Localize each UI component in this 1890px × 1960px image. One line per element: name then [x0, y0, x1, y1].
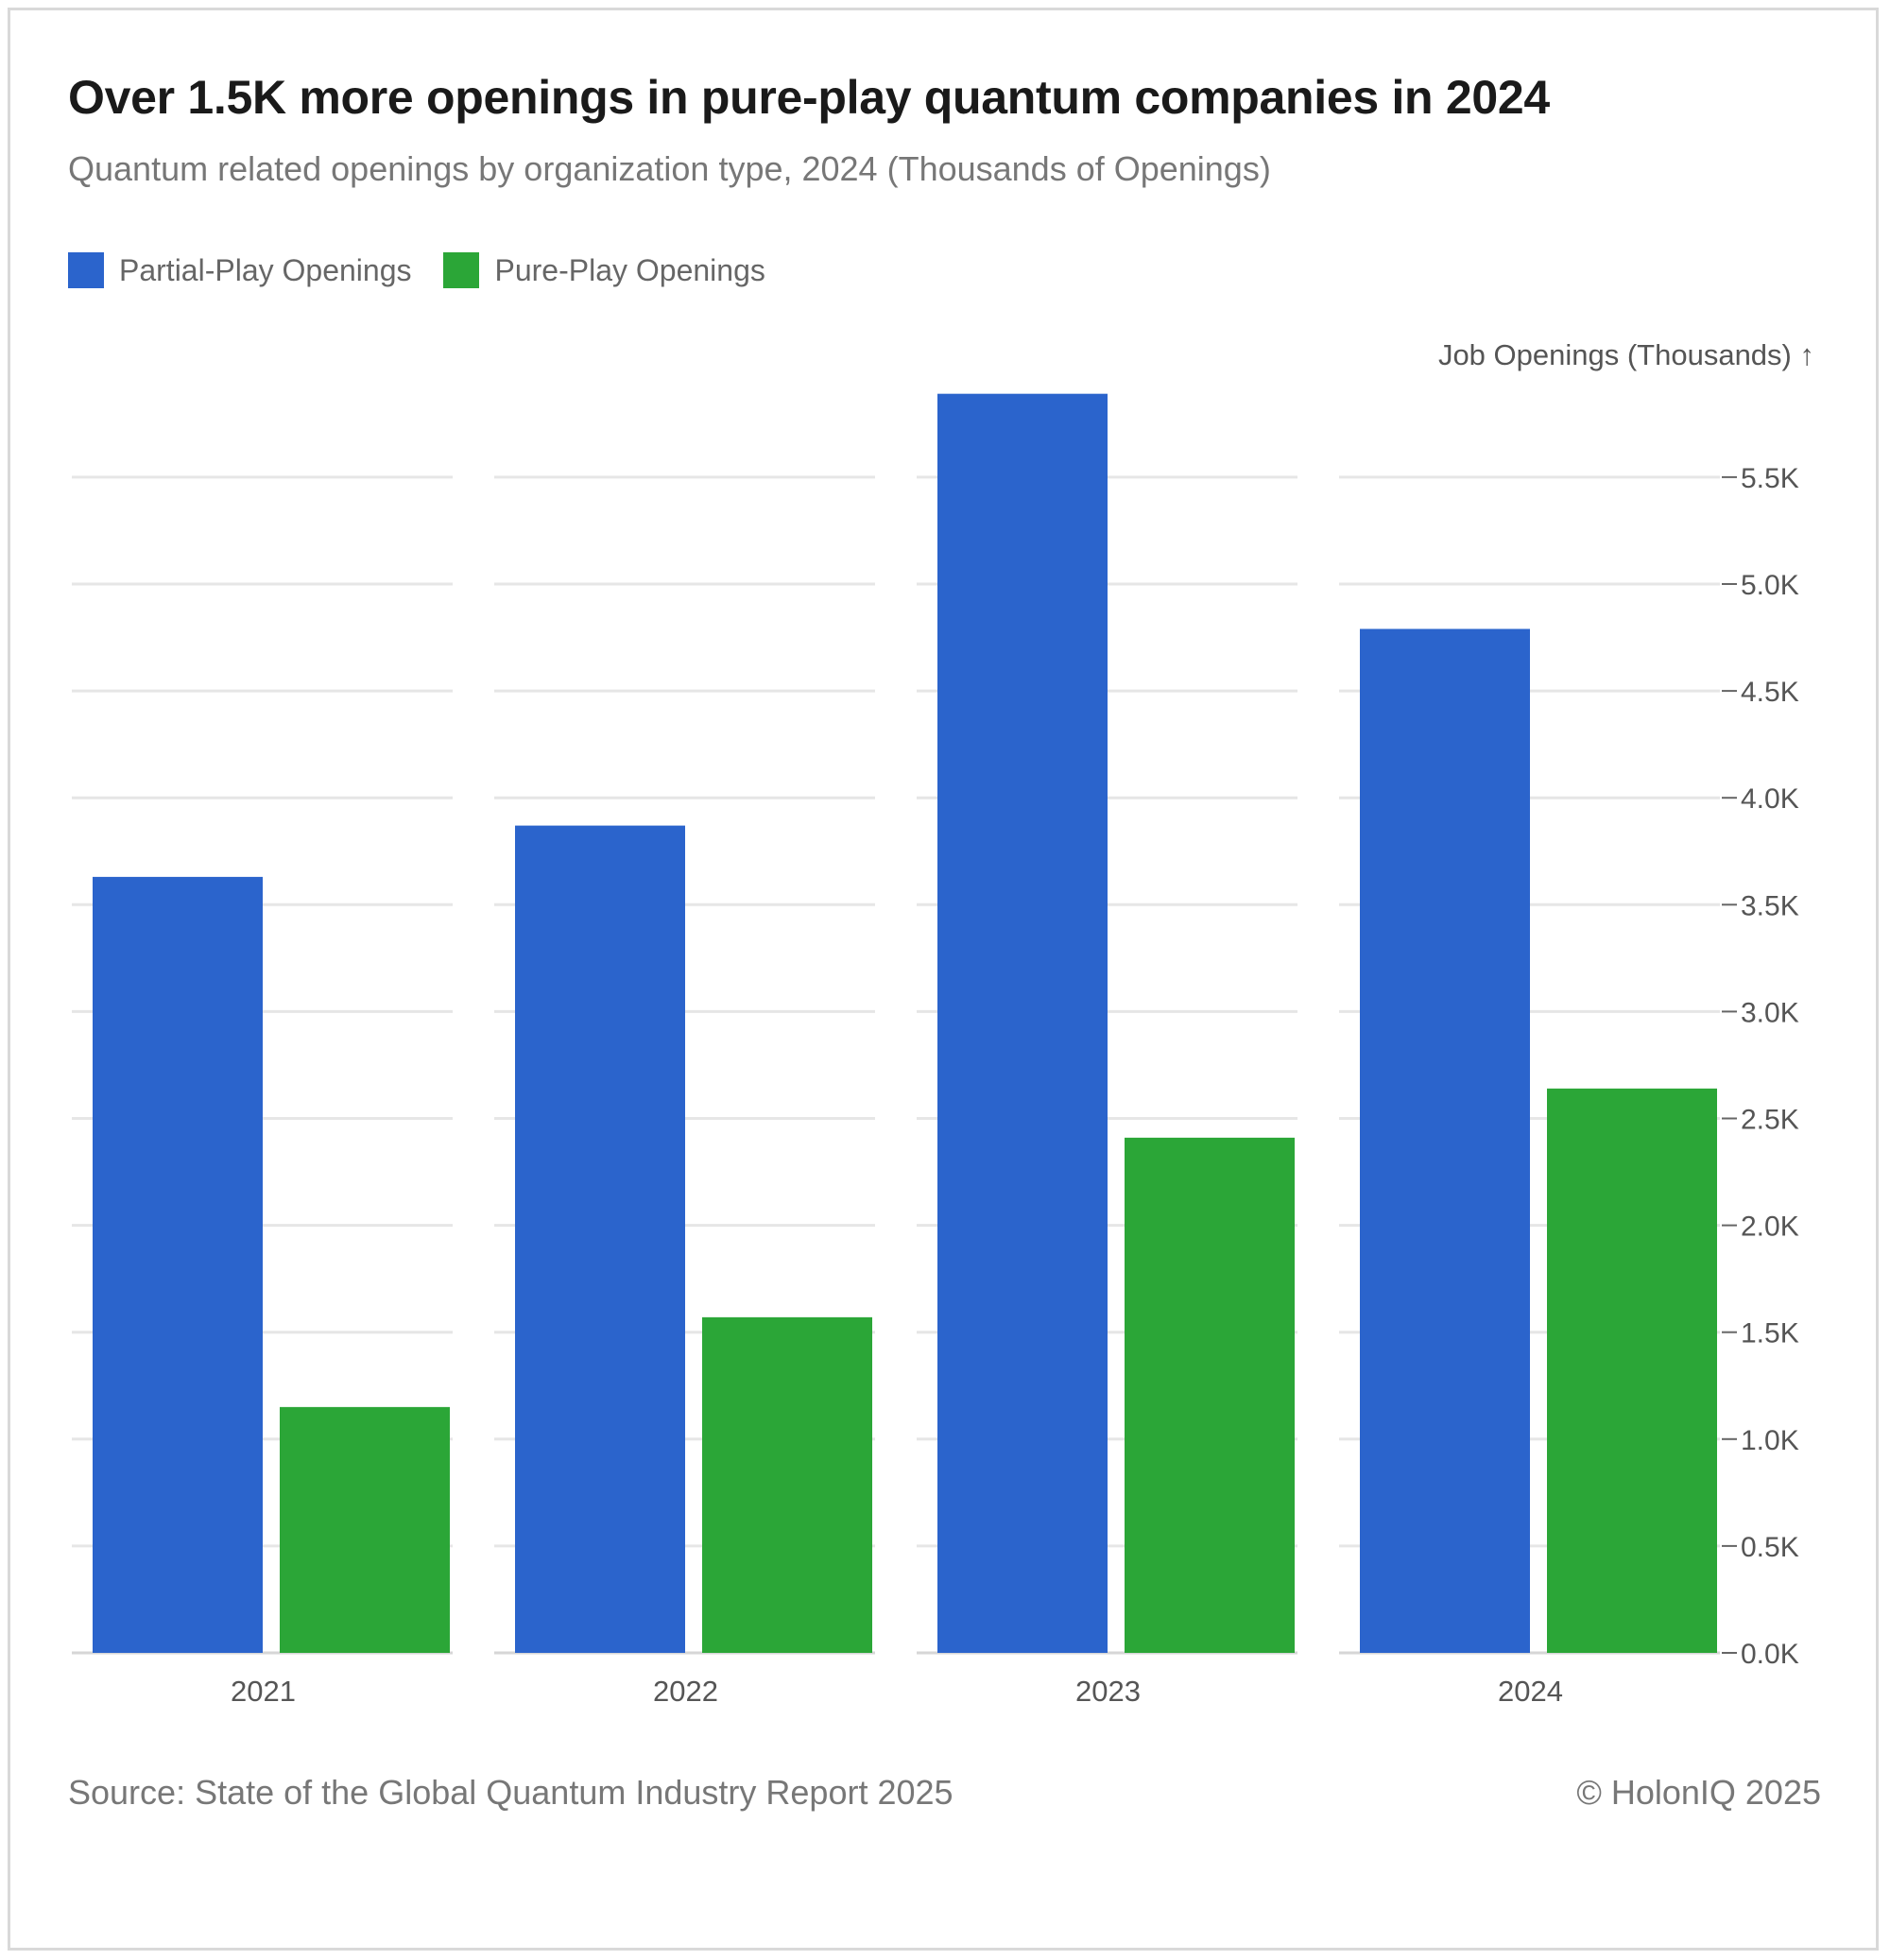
- legend-label-partial-play: Partial-Play Openings: [119, 252, 412, 287]
- y-tick-label: 3.0K: [1741, 997, 1799, 1028]
- legend-item-partial-play[interactable]: Partial-Play Openings: [68, 252, 411, 288]
- y-tick-label: 1.0K: [1741, 1425, 1799, 1456]
- bar-partial-play-2022: [515, 825, 685, 1653]
- bar-chart: 0.0K 0.5K 1.0K 1.5K 2.0K 2.5K 3.0K 3.5K 4.0K 4.5K…: [72, 338, 1814, 1708]
- y-tick-label: 2.5K: [1741, 1105, 1799, 1136]
- y-tick-label: 4.5K: [1741, 677, 1799, 708]
- legend-swatch-pure-play: [443, 252, 480, 288]
- x-tick-label: 2022: [653, 1675, 718, 1708]
- y-tick-label: 3.5K: [1741, 890, 1799, 921]
- chart-title: Over 1.5K more openings in pure-play qua…: [68, 71, 1550, 124]
- chart-subtitle: Quantum related openings by organization…: [68, 149, 1271, 188]
- bar-partial-play-2021: [93, 876, 263, 1653]
- y-axis-title: Job Openings (Thousands) ↑: [1438, 338, 1814, 371]
- y-tick-label: 0.5K: [1741, 1532, 1799, 1563]
- bar-partial-play-2024: [1360, 628, 1530, 1654]
- bar-pure-play-2023: [1125, 1137, 1295, 1653]
- y-tick-label: 5.5K: [1741, 463, 1799, 494]
- legend: Partial-Play Openings Pure-Play Openings: [68, 251, 798, 289]
- bar-pure-play-2021: [280, 1406, 450, 1653]
- legend-item-pure-play[interactable]: Pure-Play Openings: [443, 252, 765, 288]
- copyright-note: © HolonIQ 2025: [1576, 1773, 1821, 1812]
- x-tick-label: 2021: [231, 1675, 296, 1708]
- y-tick-label: 0.0K: [1741, 1639, 1799, 1670]
- legend-swatch-partial-play: [68, 252, 104, 288]
- x-tick-label: 2024: [1498, 1675, 1563, 1708]
- bar-pure-play-2022: [702, 1316, 872, 1653]
- y-tick-label: 1.5K: [1741, 1318, 1799, 1350]
- y-tick-label: 5.0K: [1741, 570, 1799, 601]
- y-tick-label: 4.0K: [1741, 783, 1799, 815]
- bar-pure-play-2024: [1547, 1088, 1717, 1653]
- source-note: Source: State of the Global Quantum Indu…: [68, 1773, 954, 1812]
- y-tick-label: 2.0K: [1741, 1212, 1799, 1243]
- legend-label-pure-play: Pure-Play Openings: [494, 252, 765, 287]
- x-tick-label: 2023: [1075, 1675, 1141, 1708]
- bar-partial-play-2023: [937, 393, 1108, 1653]
